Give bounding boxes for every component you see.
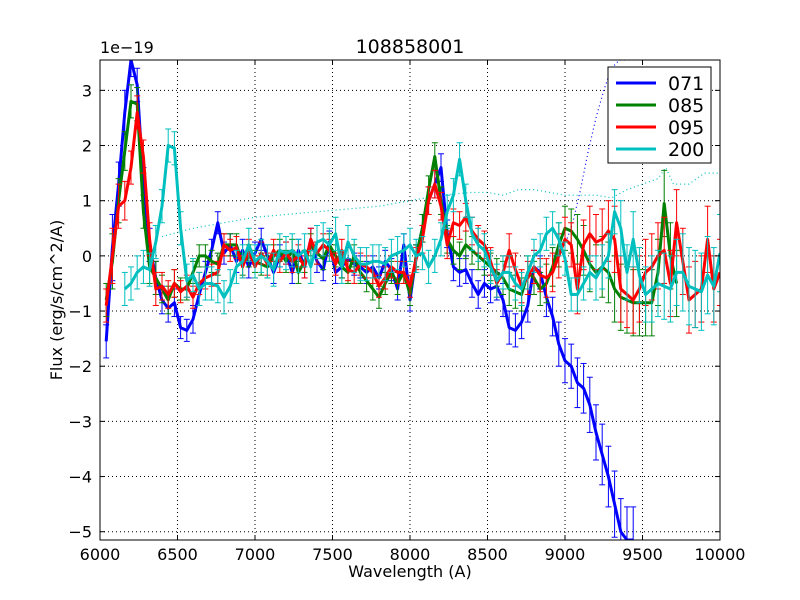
- x-tick-label: 6000: [80, 545, 121, 564]
- x-tick-label: 9500: [622, 545, 663, 564]
- series-200: [121, 128, 720, 331]
- dotted-line-200-threshold: [161, 166, 720, 238]
- series-line-200: [123, 144, 720, 299]
- y-tick-label: 1: [82, 192, 92, 211]
- y-axis-label: Flux (erg/s/cm^2/A): [47, 220, 66, 381]
- y-tick-label: 2: [82, 137, 92, 156]
- y-tick-label: −2: [68, 357, 92, 376]
- y-tick-label: −1: [68, 302, 92, 321]
- y-tick-label: −4: [68, 468, 92, 487]
- x-tick-label: 10000: [695, 545, 746, 564]
- series-line-095: [104, 110, 720, 306]
- x-tick-label: 7500: [312, 545, 353, 564]
- x-tick-label: 7000: [235, 545, 276, 564]
- y-tick-label: −5: [68, 523, 92, 542]
- chart-title: 108858001: [356, 36, 465, 58]
- y-tick-label: 0: [82, 247, 92, 266]
- y-tick-label: 3: [82, 81, 92, 100]
- legend-label-085: 085: [668, 95, 704, 117]
- y-scale-label: 1e−19: [100, 38, 154, 57]
- x-tick-label: 8500: [467, 545, 508, 564]
- y-tick-label: −3: [68, 412, 92, 431]
- plot-data: [103, 60, 720, 540]
- legend-label-200: 200: [668, 139, 704, 161]
- legend-label-071: 071: [668, 73, 704, 95]
- x-tick-label: 6500: [157, 545, 198, 564]
- x-axis-label: Wavelength (A): [348, 562, 471, 581]
- x-tick-label: 9000: [545, 545, 586, 564]
- x-tick-label: 8000: [390, 545, 431, 564]
- legend-label-095: 095: [668, 117, 704, 139]
- ticks: 6000 6500 7000 7500 8000 8500 9000 9500 10000 −5 −…: [68, 60, 745, 564]
